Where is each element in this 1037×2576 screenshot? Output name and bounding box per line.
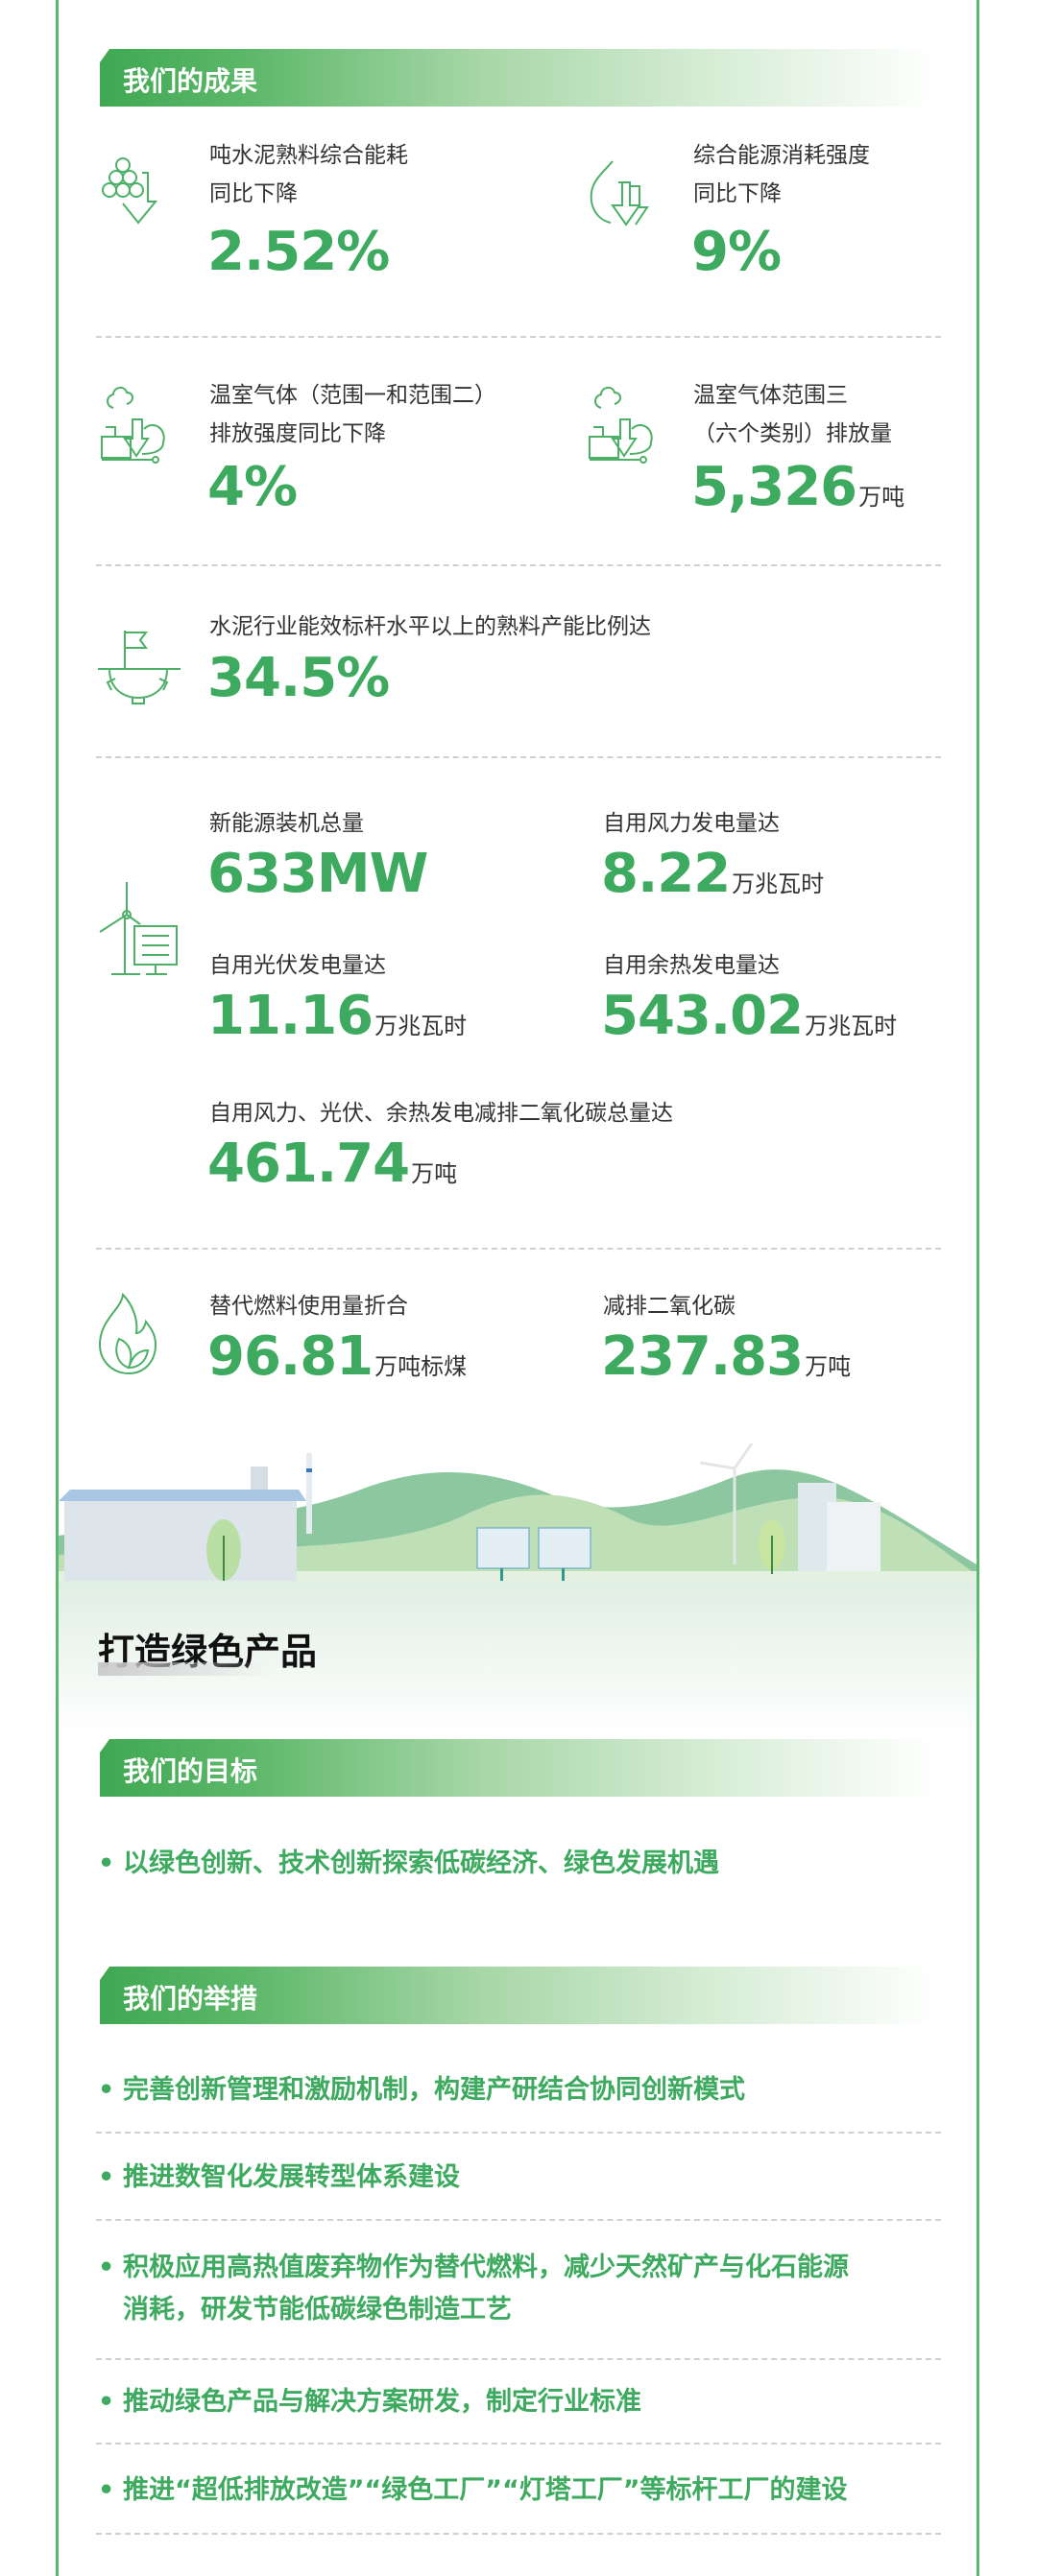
metric-label: 替代燃料使用量折合: [209, 1294, 408, 1319]
wind-solar-icon: [96, 878, 182, 984]
flame-down-arrow-icon: [584, 154, 661, 230]
metric-value: 8.22万兆瓦时: [601, 843, 825, 905]
metric-value: 11.16万兆瓦时: [207, 985, 468, 1047]
illustration-fade: [59, 1580, 977, 1733]
title-underline: [98, 1662, 271, 1676]
metric-value: 5,326万吨: [691, 456, 905, 518]
divider: [96, 2358, 941, 2360]
factory-smoke-cloud-icon: [582, 379, 659, 465]
measure-item: • 推进“超低排放改造”“绿色工厂”“灯塔工厂”等标杆工厂的建设: [98, 2469, 847, 2512]
metric-label: 吨水泥熟料综合能耗 同比下降: [209, 143, 408, 206]
bullet-icon: •: [98, 2253, 115, 2282]
page-frame: [56, 0, 979, 2576]
green-landscape-illustration: [59, 1443, 977, 1581]
metric-value: 4%: [207, 456, 298, 518]
metric-label: 温室气体（范围一和范围二） 排放强度同比下降: [209, 383, 496, 446]
section-header-label: 我们的成果: [123, 65, 258, 97]
metric-value: 96.81万吨标煤: [207, 1325, 468, 1388]
measure-item: • 积极应用高热值废弃物作为替代燃料，减少天然矿产与化石能源消耗，研发节能低碳绿色…: [98, 2247, 866, 2331]
bullet-icon: •: [98, 2162, 115, 2192]
metric-label: 新能源装机总量: [209, 811, 364, 836]
divider: [96, 2132, 941, 2134]
divider: [96, 336, 941, 338]
measure-item: • 完善创新管理和激励机制，构建产研结合协同创新模式: [98, 2069, 745, 2111]
bullet-icon: •: [98, 2475, 115, 2505]
metric-label: 综合能源消耗强度 同比下降: [693, 143, 870, 206]
section-header-goal: 我们的目标: [100, 1739, 935, 1797]
flag-gear-icon: [96, 629, 182, 705]
section-header-label: 我们的目标: [123, 1755, 258, 1787]
bullet-icon: •: [98, 2387, 115, 2417]
divider: [96, 2219, 941, 2221]
stacked-circles-down-arrow-icon: [94, 154, 171, 230]
section-header-label: 我们的举措: [123, 1983, 258, 2015]
factory-smoke-cloud-icon: [94, 379, 171, 465]
metric-label: 减排二氧化碳: [603, 1294, 736, 1319]
goal-item: • 以绿色创新、技术创新探索低碳经济、绿色发展机遇: [98, 1843, 719, 1885]
metric-value: 34.5%: [207, 647, 390, 709]
metric-value: 543.02万兆瓦时: [601, 985, 898, 1047]
divider: [96, 2533, 941, 2535]
bullet-icon: •: [98, 1849, 115, 1878]
metric-value: 2.52%: [207, 221, 390, 283]
metric-label: 自用光伏发电量达: [209, 953, 386, 978]
metric-value: 9%: [691, 221, 782, 283]
metric-label: 自用风力、光伏、余热发电减排二氧化碳总量达: [209, 1101, 673, 1126]
section-header-achievements: 我们的成果: [100, 49, 935, 107]
section-header-measures: 我们的举措: [100, 1967, 935, 2024]
metric-value: 237.83万吨: [601, 1325, 852, 1388]
metric-label: 温室气体范围三 （六个类别）排放量: [693, 383, 892, 446]
divider: [96, 2443, 941, 2445]
metric-label: 自用风力发电量达: [603, 811, 780, 836]
measure-item: • 推动绿色产品与解决方案研发，制定行业标准: [98, 2381, 641, 2423]
divider: [96, 1248, 941, 1250]
divider: [96, 564, 941, 566]
divider: [96, 756, 941, 758]
metric-label: 自用余热发电量达: [603, 953, 780, 978]
bullet-icon: •: [98, 2075, 115, 2105]
metric-value: 633MW: [207, 843, 428, 905]
metric-value: 461.74万吨: [207, 1133, 458, 1195]
measure-item: • 推进数智化发展转型体系建设: [98, 2157, 460, 2199]
metric-label: 水泥行业能效标杆水平以上的熟料产能比例达: [209, 614, 651, 639]
flame-leaf-icon: [94, 1291, 161, 1377]
